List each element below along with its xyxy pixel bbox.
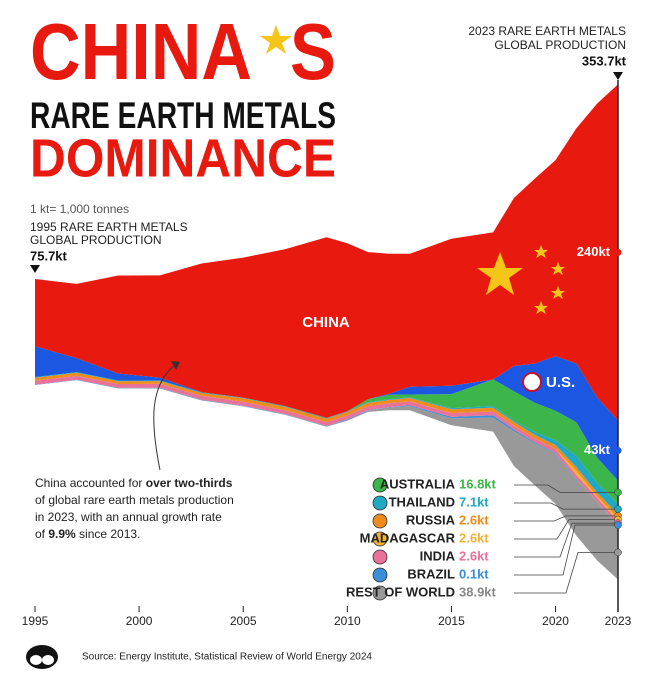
flag: [372, 495, 388, 511]
note-text: China accounted for: [35, 476, 146, 490]
legend-name: REST OF WORLD: [346, 584, 455, 599]
end-dot: [614, 447, 622, 455]
x-tick-label: 2023: [605, 614, 632, 628]
marker: [30, 265, 40, 273]
legend-name: THAILAND: [389, 494, 455, 509]
end-note: GLOBAL PRODUCTION: [494, 38, 626, 52]
leader-line: [514, 524, 618, 576]
value-label: 240kt: [577, 244, 611, 259]
note-text: of: [35, 527, 48, 541]
legend-value: 2.6kt: [459, 530, 489, 545]
title-line: S: [290, 7, 336, 96]
leader-line: [514, 515, 618, 522]
legend-value: 0.1kt: [459, 566, 489, 581]
title-line: RARE EARTH METALS: [30, 95, 336, 136]
x-tick-label: 1995: [22, 614, 49, 628]
start-note: 1995 RARE EARTH METALS: [30, 220, 188, 234]
x-tick-label: 2020: [542, 614, 569, 628]
note: China accounted for over two-thirds: [35, 476, 233, 490]
legend-value: 7.1kt: [459, 494, 489, 509]
area: [35, 84, 618, 421]
areas: [35, 84, 618, 580]
marker: [613, 72, 623, 80]
title-line: DOMINANCE: [30, 128, 336, 188]
end-total: 353.7kt: [582, 53, 627, 68]
value-label: 43kt: [584, 442, 611, 457]
note-bold: over two-thirds: [146, 476, 233, 490]
note: of global rare earth metals production: [35, 493, 234, 507]
flag: [372, 567, 388, 583]
legend-name: RUSSIA: [406, 512, 456, 527]
note-text: since 2013.: [76, 527, 141, 541]
title-line: CHINA: [30, 7, 252, 96]
legend-name: INDIA: [420, 548, 456, 563]
leader-line: [514, 519, 618, 540]
legend-value: 38.9kt: [459, 584, 497, 599]
note: of 9.9% since 2013.: [35, 527, 140, 541]
legend-value: 2.6kt: [459, 548, 489, 563]
area: [35, 346, 618, 481]
leader-line: [514, 484, 618, 493]
leader-line: [514, 522, 618, 558]
note: in 2023, with an annual growth rate: [35, 510, 222, 524]
leader-line: [514, 502, 618, 510]
end-dot: [614, 505, 622, 513]
series-label: CHINA: [302, 314, 350, 331]
flag: [372, 513, 388, 529]
x-tick-label: 2005: [230, 614, 257, 628]
legend-value: 16.8kt: [459, 476, 497, 491]
note-arrow-head: [171, 361, 180, 370]
legend-name: MADAGASCAR: [360, 530, 456, 545]
area: [35, 372, 618, 505]
legend-name: AUSTRALIA: [380, 476, 456, 491]
legend-name: BRAZIL: [407, 566, 455, 581]
china-stars: [477, 245, 565, 314]
flag: [372, 585, 388, 601]
leader-line: [514, 551, 618, 594]
x-tick-label: 2015: [438, 614, 465, 628]
series-label: U.S.: [546, 374, 575, 391]
logo: [26, 645, 58, 669]
area: [35, 372, 618, 515]
legend-value: 2.6kt: [459, 512, 489, 527]
start-total: 75.7kt: [30, 248, 68, 263]
flag: [372, 531, 388, 547]
x-tick-label: 2010: [334, 614, 361, 628]
end-dot: [614, 548, 622, 557]
end-note: 2023 RARE EARTH METALS: [468, 24, 626, 38]
note-bold: 9.9%: [48, 527, 76, 541]
start-note: GLOBAL PRODUCTION: [30, 233, 162, 247]
source: Source: Energy Institute, Statistical Re…: [82, 652, 372, 663]
end-dot: [614, 488, 622, 497]
note-arrow: [153, 364, 176, 471]
flag: [522, 372, 542, 392]
title-star: [260, 25, 292, 54]
unit-note: 1 kt= 1,000 tonnes: [30, 202, 129, 216]
area: [35, 375, 618, 525]
end-dot: [614, 248, 622, 256]
flag: [372, 549, 388, 565]
flag: [372, 477, 388, 493]
x-tick-label: 2000: [126, 614, 153, 628]
area: [35, 372, 618, 518]
end-dot: [614, 521, 622, 529]
